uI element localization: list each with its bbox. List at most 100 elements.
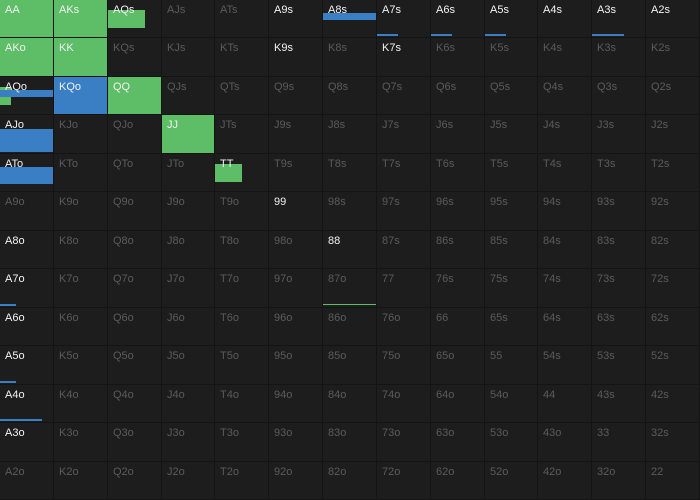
hand-cell-kqo[interactable]: KQo bbox=[54, 77, 107, 114]
hand-cell-65s[interactable]: 65s bbox=[485, 308, 537, 345]
hand-cell-aa[interactable]: AA bbox=[0, 0, 53, 37]
hand-cell-k3o[interactable]: K3o bbox=[54, 423, 107, 461]
hand-cell-qjo[interactable]: QJo bbox=[108, 115, 161, 153]
hand-cell-q9s[interactable]: Q9s bbox=[269, 77, 322, 114]
hand-cell-t7s[interactable]: T7s bbox=[377, 154, 430, 191]
hand-cell-87s[interactable]: 87s bbox=[377, 231, 430, 268]
hand-cell-j4o[interactable]: J4o bbox=[162, 385, 214, 422]
hand-cell-q4s[interactable]: Q4s bbox=[538, 77, 591, 114]
hand-cell-42o[interactable]: 42o bbox=[538, 462, 591, 499]
hand-cell-k5s[interactable]: K5s bbox=[485, 38, 537, 76]
hand-cell-t8o[interactable]: T8o bbox=[215, 231, 268, 268]
hand-cell-t6o[interactable]: T6o bbox=[215, 308, 268, 345]
hand-cell-88[interactable]: 88 bbox=[323, 231, 376, 268]
hand-cell-q5s[interactable]: Q5s bbox=[485, 77, 537, 114]
hand-cell-j7o[interactable]: J7o bbox=[162, 269, 214, 307]
hand-cell-j6o[interactable]: J6o bbox=[162, 308, 214, 345]
hand-cell-aqs[interactable]: AQs bbox=[108, 0, 161, 37]
hand-cell-j8s[interactable]: J8s bbox=[323, 115, 376, 153]
hand-cell-k4s[interactable]: K4s bbox=[538, 38, 591, 76]
hand-cell-t9s[interactable]: T9s bbox=[269, 154, 322, 191]
hand-cell-32o[interactable]: 32o bbox=[592, 462, 645, 499]
hand-cell-q7o[interactable]: Q7o bbox=[108, 269, 161, 307]
hand-cell-t9o[interactable]: T9o bbox=[215, 192, 268, 230]
hand-cell-73s[interactable]: 73s bbox=[592, 269, 645, 307]
hand-cell-75o[interactable]: 75o bbox=[377, 346, 430, 384]
hand-cell-96s[interactable]: 96s bbox=[431, 192, 484, 230]
hand-cell-62o[interactable]: 62o bbox=[431, 462, 484, 499]
hand-cell-k2o[interactable]: K2o bbox=[54, 462, 107, 499]
hand-cell-98o[interactable]: 98o bbox=[269, 231, 322, 268]
hand-cell-j5o[interactable]: J5o bbox=[162, 346, 214, 384]
hand-cell-74s[interactable]: 74s bbox=[538, 269, 591, 307]
hand-cell-43s[interactable]: 43s bbox=[592, 385, 645, 422]
hand-cell-53o[interactable]: 53o bbox=[485, 423, 537, 461]
hand-cell-22[interactable]: 22 bbox=[646, 462, 699, 499]
hand-cell-q8o[interactable]: Q8o bbox=[108, 231, 161, 268]
hand-cell-44[interactable]: 44 bbox=[538, 385, 591, 422]
hand-cell-a4o[interactable]: A4o bbox=[0, 385, 53, 422]
hand-cell-83o[interactable]: 83o bbox=[323, 423, 376, 461]
hand-cell-72s[interactable]: 72s bbox=[646, 269, 699, 307]
hand-cell-a5o[interactable]: A5o bbox=[0, 346, 53, 384]
hand-cell-a9s[interactable]: A9s bbox=[269, 0, 322, 37]
hand-cell-aqo[interactable]: AQo bbox=[0, 77, 53, 114]
hand-cell-ajo[interactable]: AJo bbox=[0, 115, 53, 153]
hand-cell-82s[interactable]: 82s bbox=[646, 231, 699, 268]
hand-cell-tt[interactable]: TT bbox=[215, 154, 268, 191]
hand-cell-j3s[interactable]: J3s bbox=[592, 115, 645, 153]
hand-cell-86o[interactable]: 86o bbox=[323, 308, 376, 345]
hand-cell-ato[interactable]: ATo bbox=[0, 154, 53, 191]
hand-cell-t5s[interactable]: T5s bbox=[485, 154, 537, 191]
hand-cell-84o[interactable]: 84o bbox=[323, 385, 376, 422]
hand-cell-q8s[interactable]: Q8s bbox=[323, 77, 376, 114]
hand-cell-q3o[interactable]: Q3o bbox=[108, 423, 161, 461]
hand-cell-qjs[interactable]: QJs bbox=[162, 77, 214, 114]
hand-cell-a6s[interactable]: A6s bbox=[431, 0, 484, 37]
hand-cell-94s[interactable]: 94s bbox=[538, 192, 591, 230]
hand-cell-k3s[interactable]: K3s bbox=[592, 38, 645, 76]
hand-cell-a9o[interactable]: A9o bbox=[0, 192, 53, 230]
hand-cell-73o[interactable]: 73o bbox=[377, 423, 430, 461]
hand-cell-t4o[interactable]: T4o bbox=[215, 385, 268, 422]
hand-cell-q2s[interactable]: Q2s bbox=[646, 77, 699, 114]
hand-cell-j2s[interactable]: J2s bbox=[646, 115, 699, 153]
hand-cell-t7o[interactable]: T7o bbox=[215, 269, 268, 307]
hand-cell-qq[interactable]: QQ bbox=[108, 77, 161, 114]
hand-cell-t6s[interactable]: T6s bbox=[431, 154, 484, 191]
hand-cell-52s[interactable]: 52s bbox=[646, 346, 699, 384]
hand-cell-54o[interactable]: 54o bbox=[485, 385, 537, 422]
hand-cell-97o[interactable]: 97o bbox=[269, 269, 322, 307]
hand-cell-63o[interactable]: 63o bbox=[431, 423, 484, 461]
hand-cell-52o[interactable]: 52o bbox=[485, 462, 537, 499]
hand-cell-84s[interactable]: 84s bbox=[538, 231, 591, 268]
hand-cell-qts[interactable]: QTs bbox=[215, 77, 268, 114]
hand-cell-a7s[interactable]: A7s bbox=[377, 0, 430, 37]
hand-cell-a3o[interactable]: A3o bbox=[0, 423, 53, 461]
hand-cell-k7s[interactable]: K7s bbox=[377, 38, 430, 76]
hand-cell-ako[interactable]: AKo bbox=[0, 38, 53, 76]
hand-cell-k7o[interactable]: K7o bbox=[54, 269, 107, 307]
hand-cell-32s[interactable]: 32s bbox=[646, 423, 699, 461]
hand-cell-85o[interactable]: 85o bbox=[323, 346, 376, 384]
hand-cell-a7o[interactable]: A7o bbox=[0, 269, 53, 307]
hand-cell-t2o[interactable]: T2o bbox=[215, 462, 268, 499]
hand-cell-q6o[interactable]: Q6o bbox=[108, 308, 161, 345]
hand-cell-k8o[interactable]: K8o bbox=[54, 231, 107, 268]
hand-cell-qto[interactable]: QTo bbox=[108, 154, 161, 191]
hand-cell-j8o[interactable]: J8o bbox=[162, 231, 214, 268]
hand-cell-j4s[interactable]: J4s bbox=[538, 115, 591, 153]
hand-cell-64s[interactable]: 64s bbox=[538, 308, 591, 345]
hand-cell-j6s[interactable]: J6s bbox=[431, 115, 484, 153]
hand-cell-kts[interactable]: KTs bbox=[215, 38, 268, 76]
hand-cell-76o[interactable]: 76o bbox=[377, 308, 430, 345]
hand-cell-64o[interactable]: 64o bbox=[431, 385, 484, 422]
hand-cell-q5o[interactable]: Q5o bbox=[108, 346, 161, 384]
hand-cell-ats[interactable]: ATs bbox=[215, 0, 268, 37]
hand-cell-83s[interactable]: 83s bbox=[592, 231, 645, 268]
hand-cell-42s[interactable]: 42s bbox=[646, 385, 699, 422]
hand-cell-86s[interactable]: 86s bbox=[431, 231, 484, 268]
hand-cell-76s[interactable]: 76s bbox=[431, 269, 484, 307]
hand-cell-63s[interactable]: 63s bbox=[592, 308, 645, 345]
hand-cell-a8o[interactable]: A8o bbox=[0, 231, 53, 268]
